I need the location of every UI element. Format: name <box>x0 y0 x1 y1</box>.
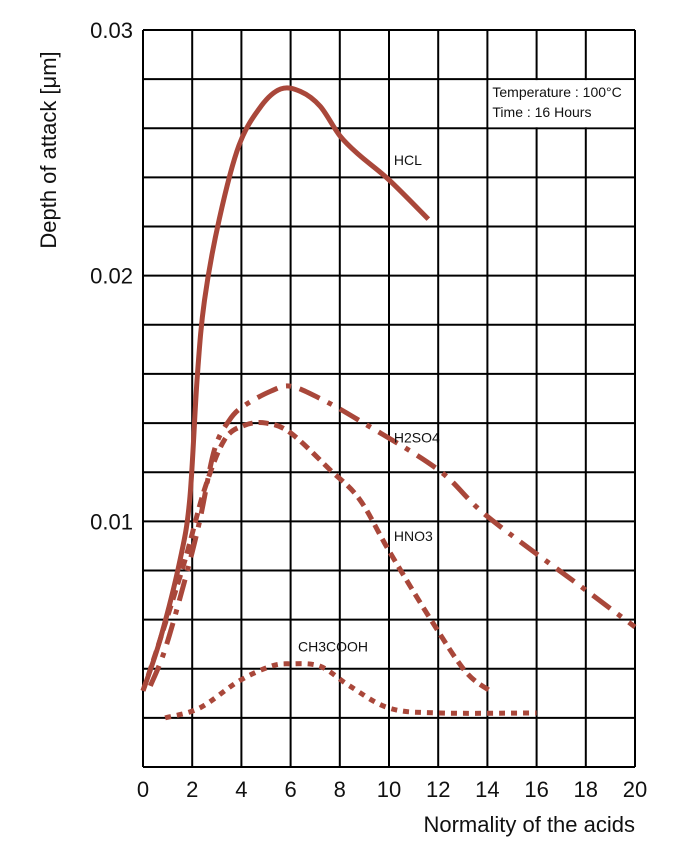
tick-labels: 0 2 4 6 8 10 12 14 16 18 20 0.01 0.02 0.03 <box>90 18 647 802</box>
x-tick-label: 20 <box>623 777 647 802</box>
series-labels: HCL H2SO4 HNO3 CH3COOH <box>298 152 440 654</box>
series-line-hcl <box>140 85 431 692</box>
grid <box>142 29 636 768</box>
x-axis-label: Normality of the acids <box>423 812 635 837</box>
x-tick-label: 10 <box>377 777 401 802</box>
series-line-h2so4 <box>148 383 637 687</box>
x-tick-label: 8 <box>334 777 346 802</box>
x-tick-label: 12 <box>426 777 450 802</box>
y-axis-label: Depth of attack [μm] <box>36 51 61 248</box>
y-tick-label: 0.03 <box>90 18 133 43</box>
annotation-background <box>488 80 634 128</box>
curves <box>140 85 637 721</box>
annotation-text: Time : 16 Hours <box>492 104 591 120</box>
series-line-ch3cooh <box>164 661 537 721</box>
series-label: CH3COOH <box>298 639 368 655</box>
annotation-box: Temperature : 100°C Time : 16 Hours <box>488 80 634 128</box>
x-tick-label: 6 <box>284 777 296 802</box>
y-tick-label: 0.01 <box>90 509 133 534</box>
y-tick-label: 0.02 <box>90 264 133 289</box>
series-label: HCL <box>394 152 422 168</box>
x-tick-label: 14 <box>475 777 499 802</box>
x-tick-label: 18 <box>574 777 598 802</box>
x-tick-label: 0 <box>137 777 149 802</box>
series-label: H2SO4 <box>394 430 440 446</box>
x-tick-label: 4 <box>235 777 247 802</box>
annotation-text: Temperature : 100°C <box>492 84 621 100</box>
x-tick-label: 16 <box>524 777 548 802</box>
series-line-hno3 <box>140 420 492 693</box>
x-tick-label: 2 <box>186 777 198 802</box>
series-label: HNO3 <box>394 528 433 544</box>
